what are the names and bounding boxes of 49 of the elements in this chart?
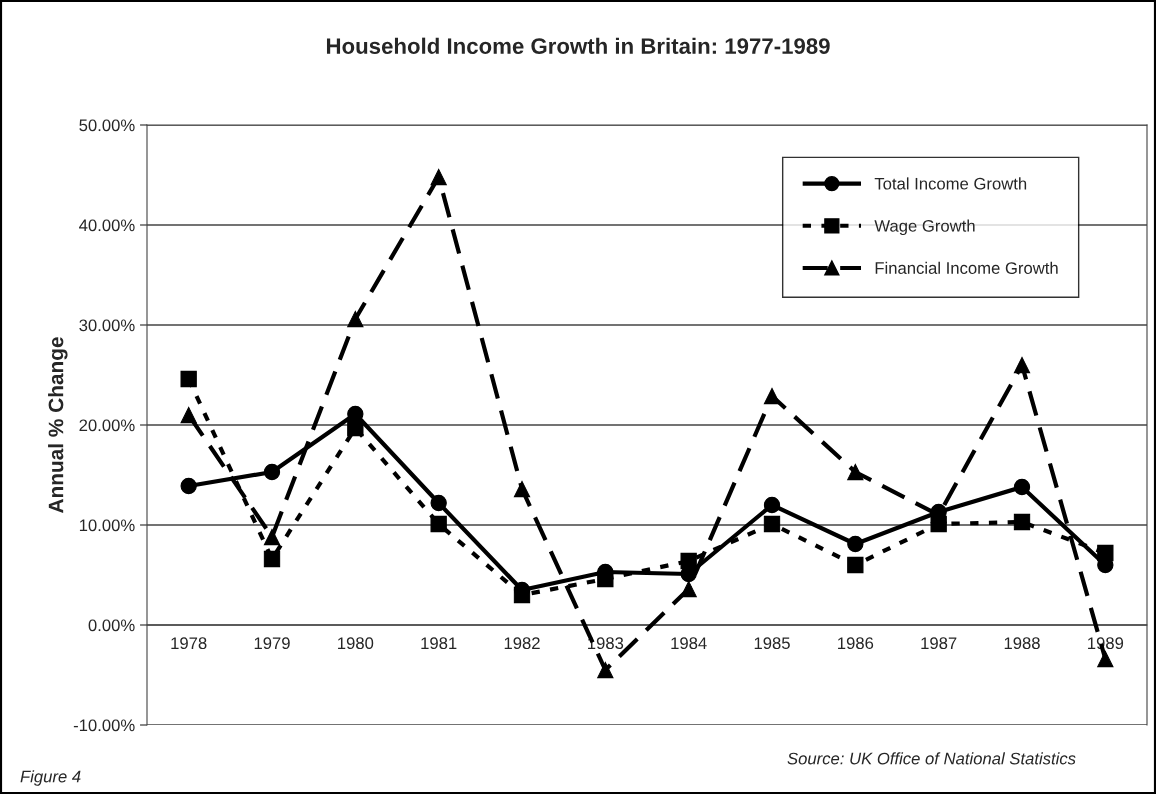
point (180, 406, 197, 424)
point (263, 463, 281, 481)
point (847, 535, 864, 553)
y-tick-label: 20.00% (79, 419, 135, 432)
point (847, 463, 864, 481)
point (1013, 356, 1031, 374)
y-tick-label: 50.00% (79, 119, 135, 132)
legend-label: Financial Income Growth (875, 261, 1058, 274)
chart-title: Household Income Growth in Britain: 1977-1989 (326, 37, 830, 54)
source-note: Source: UK Office of National Statistics (787, 752, 1076, 765)
x-tick-label: 1980 (338, 637, 374, 650)
y-tick-label: 0.00% (88, 619, 135, 632)
y-tick-label: -10.00% (73, 719, 135, 732)
y-tick-label: 10.00% (79, 519, 135, 532)
point (1097, 650, 1114, 668)
point (763, 387, 781, 405)
y-axis-title: Annual % Change (48, 337, 68, 514)
point (430, 168, 447, 186)
point (680, 580, 697, 598)
x-tick-label: 1987 (921, 637, 957, 650)
point (430, 494, 447, 512)
x-tick-label: 1985 (754, 637, 790, 650)
point (513, 480, 531, 498)
x-tick-label: 1986 (838, 637, 874, 650)
point (1013, 513, 1031, 531)
point (180, 370, 197, 388)
legend-label: Wage Growth (874, 219, 975, 236)
legend-label: Total Income Growth (874, 177, 1027, 190)
y-tick-label: 40.00% (79, 219, 135, 232)
point (1013, 478, 1031, 496)
y-tick-label: 30.00% (79, 319, 135, 332)
point (763, 496, 781, 514)
point (263, 528, 281, 546)
x-tick-label: 1979 (254, 637, 290, 650)
caption: Figure 4 (20, 770, 81, 786)
point (430, 515, 447, 533)
x-tick-label: 1988 (1004, 637, 1040, 650)
point (263, 550, 281, 568)
point (763, 515, 781, 533)
x-tick-label: 1978 (171, 637, 207, 650)
point (180, 477, 197, 495)
point (347, 310, 364, 328)
point (597, 661, 614, 679)
point (847, 556, 864, 574)
x-tick-label: 1981 (421, 637, 457, 650)
x-tick-label: 1982 (504, 637, 540, 650)
x-tick-label: 1989 (1088, 637, 1124, 650)
x-tick-label: 1983 (588, 637, 624, 650)
x-tick-label: 1984 (671, 637, 707, 650)
